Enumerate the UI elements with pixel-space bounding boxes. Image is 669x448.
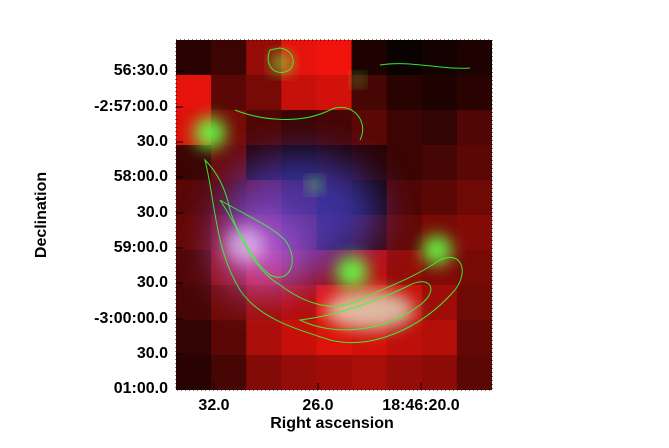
pixel xyxy=(316,110,353,146)
pixel xyxy=(281,320,317,356)
y-tick-label: 30.0 xyxy=(137,204,168,221)
y-tick-label: 58:00.0 xyxy=(114,168,168,185)
x-tick-label: 32.0 xyxy=(198,397,229,414)
pixel xyxy=(176,355,212,390)
pixel xyxy=(421,40,458,76)
pixel xyxy=(456,75,492,111)
green-source xyxy=(422,235,452,265)
pixel xyxy=(456,320,492,356)
pixel xyxy=(421,145,458,181)
y-tick-label: 30.0 xyxy=(137,345,168,362)
y-tick-label: -3:00:00.0 xyxy=(94,310,168,327)
green-source xyxy=(353,75,363,85)
pixel xyxy=(281,355,317,390)
pixel xyxy=(456,285,492,321)
pixel xyxy=(456,145,492,181)
pixel xyxy=(211,355,247,390)
pixel xyxy=(246,75,282,111)
pixel xyxy=(211,40,247,76)
y-tick-label: 30.0 xyxy=(137,274,168,291)
pixel xyxy=(421,355,458,390)
green-source xyxy=(273,54,291,72)
pixel xyxy=(176,285,212,321)
pixel xyxy=(456,215,492,251)
pixel xyxy=(176,40,212,76)
pixel xyxy=(421,180,458,216)
pixel xyxy=(281,75,317,111)
contour xyxy=(379,63,471,69)
pixel xyxy=(421,110,458,146)
y-tick-label: 59:00.0 xyxy=(114,239,168,256)
pixel xyxy=(456,180,492,216)
y-tick-label: 01:00.0 xyxy=(114,380,168,397)
pixel xyxy=(386,215,423,251)
pixel xyxy=(176,250,212,286)
pixel xyxy=(351,110,388,146)
pixel xyxy=(386,355,423,390)
pixel xyxy=(421,75,458,111)
y-tick-label: -2:57:00.0 xyxy=(94,98,168,115)
pixel xyxy=(176,180,212,216)
pixel xyxy=(456,250,492,286)
pixel xyxy=(456,355,492,390)
contour xyxy=(267,47,294,73)
y-axis-label: Declination xyxy=(33,172,50,258)
green-source xyxy=(336,256,368,288)
pixel xyxy=(176,215,212,251)
pixel xyxy=(386,75,423,111)
sky-image xyxy=(176,40,492,390)
pixel xyxy=(386,180,423,216)
contour xyxy=(234,106,364,141)
pixel xyxy=(211,75,247,111)
x-tick-label: 18:46:20.0 xyxy=(382,397,459,414)
contour xyxy=(204,158,463,344)
pixel xyxy=(211,320,247,356)
y-tick-label: 56:30.0 xyxy=(114,62,168,79)
pixel xyxy=(176,75,212,111)
pixel xyxy=(176,145,212,181)
frame xyxy=(175,39,493,391)
pixel xyxy=(456,110,492,146)
pixel xyxy=(246,320,282,356)
contour xyxy=(298,281,432,331)
green-source xyxy=(309,179,321,191)
pixel xyxy=(281,110,317,146)
pixel xyxy=(421,285,458,321)
pixel xyxy=(386,145,423,181)
x-tick-label: 26.0 xyxy=(302,397,333,414)
pixel xyxy=(316,355,353,390)
pixel xyxy=(386,110,423,146)
pixel xyxy=(386,40,423,76)
contour xyxy=(219,199,293,278)
pixel xyxy=(456,40,492,76)
green-source xyxy=(194,117,226,149)
pixel xyxy=(176,320,212,356)
pixel xyxy=(316,40,353,76)
pixel xyxy=(351,40,388,76)
x-axis-label: Right ascension xyxy=(270,415,394,432)
pixel xyxy=(246,355,282,390)
y-tick-label: 30.0 xyxy=(137,133,168,150)
pixel xyxy=(351,355,388,390)
pixel xyxy=(421,320,458,356)
white-emission xyxy=(325,290,415,330)
pixel xyxy=(316,75,353,111)
